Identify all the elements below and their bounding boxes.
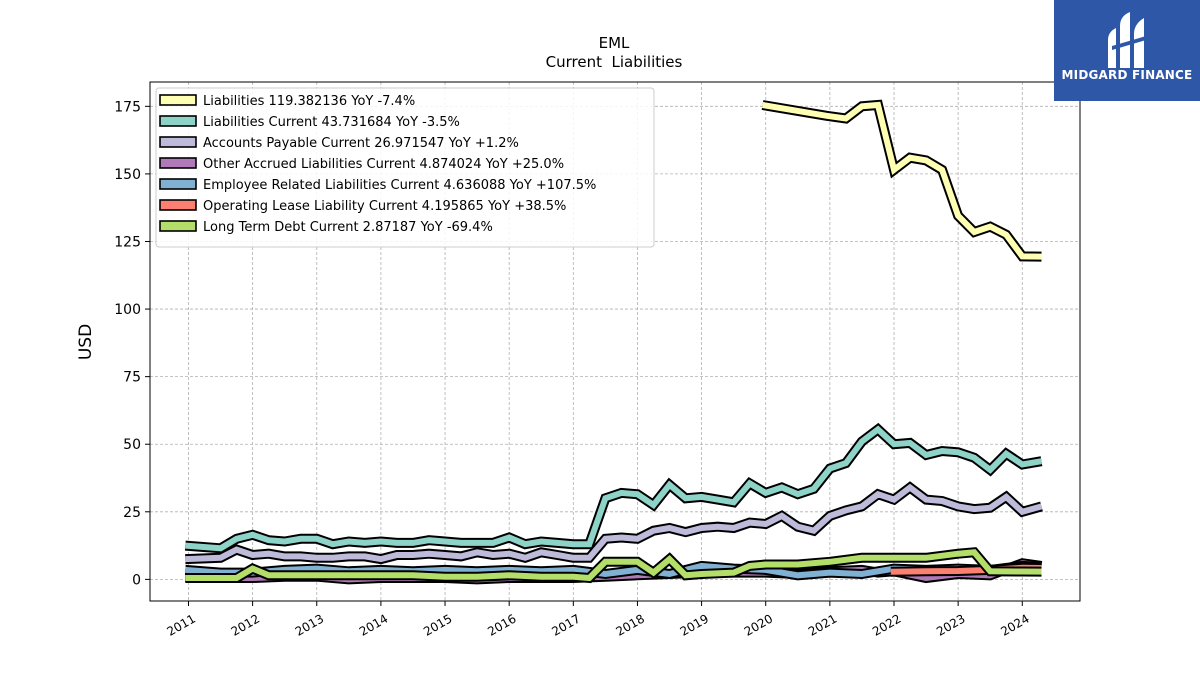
x-tick-label: 2011 <box>165 611 198 638</box>
series-line <box>762 101 1042 260</box>
y-tick-label: 150 <box>114 167 141 183</box>
series-long-term-debt-current <box>185 547 1042 584</box>
series-accounts-payable-current <box>185 481 1043 565</box>
legend-item: Liabilities Current 43.731684 YoY -3.5% <box>159 115 460 130</box>
legend-item: Other Accrued Liabilities Current 4.8740… <box>159 157 564 172</box>
brand-logo: MIDGARD FINANCE <box>1054 0 1200 101</box>
x-tick-label: 2018 <box>613 611 646 638</box>
legend-item: Liabilities 119.382136 YoY -7.4% <box>159 94 415 109</box>
legend-swatch <box>159 157 197 169</box>
legend-label: Operating Lease Liability Current 4.1958… <box>203 199 566 214</box>
chart-title: EML <box>599 34 630 52</box>
midgard-logo-icon <box>1108 12 1146 68</box>
x-tick-label: 2017 <box>549 611 582 638</box>
legend-item: Operating Lease Liability Current 4.1958… <box>159 199 566 214</box>
series-layer <box>184 99 1043 585</box>
x-tick-label: 2019 <box>678 611 711 638</box>
series-liabilities <box>761 99 1042 262</box>
legend-swatch <box>159 115 197 127</box>
y-tick-label: 75 <box>123 370 141 386</box>
legend-item: Employee Related Liabilities Current 4.6… <box>159 178 596 193</box>
legend-swatch <box>159 136 197 148</box>
plot-frame <box>149 81 1081 602</box>
legend-item: Long Term Debt Current 2.87187 YoY -69.4… <box>159 220 493 235</box>
legend-item: Accounts Payable Current 26.971547 YoY +… <box>159 136 519 151</box>
legend-label: Liabilities Current 43.731684 YoY -3.5% <box>203 115 460 130</box>
y-tick-label: 100 <box>114 302 141 318</box>
legend-swatch <box>159 220 197 232</box>
x-tick-label: 2023 <box>934 611 967 638</box>
legend-swatch <box>159 199 197 211</box>
x-tick-label: 2012 <box>229 611 262 638</box>
series-line <box>185 483 1043 563</box>
y-tick-label: 175 <box>114 99 141 115</box>
legend-swatch <box>159 178 197 190</box>
x-tick-label: 2016 <box>485 611 518 638</box>
x-tick-label: 2020 <box>742 611 775 638</box>
x-tick-label: 2024 <box>998 611 1031 638</box>
legend-frame <box>155 87 655 248</box>
legend-swatch <box>159 94 197 106</box>
chart-subtitle: Current Liabilities <box>546 53 683 71</box>
x-tick-label: 2021 <box>806 611 839 638</box>
legend-label: Long Term Debt Current 2.87187 YoY -69.4… <box>203 220 493 235</box>
x-tick-label: 2022 <box>870 611 903 638</box>
legend-label: Liabilities 119.382136 YoY -7.4% <box>203 94 415 109</box>
x-tick-label: 2014 <box>357 611 390 638</box>
y-tick-label: 0 <box>132 572 141 588</box>
y-axis-ticks: 0 25 50 75 100 125 150 175 <box>114 99 150 588</box>
brand-name: MIDGARD FINANCE <box>1061 68 1193 82</box>
x-tick-label: 2013 <box>293 611 326 638</box>
legend-label: Other Accrued Liabilities Current 4.8740… <box>203 157 564 172</box>
y-tick-label: 50 <box>123 437 141 453</box>
legend: Liabilities 119.382136 YoY -7.4% Liabilit… <box>155 87 655 248</box>
legend-label: Employee Related Liabilities Current 4.6… <box>203 178 596 193</box>
legend-label: Accounts Payable Current 26.971547 YoY +… <box>203 136 519 151</box>
x-axis-ticks: 2011 2012 2013 2014 2015 2016 2017 2018 2019 2020… <box>165 601 1032 639</box>
series-line <box>185 549 1042 582</box>
y-tick-label: 125 <box>114 234 141 250</box>
y-tick-label: 25 <box>123 505 141 521</box>
series-line <box>185 425 1043 552</box>
series-liabilities-current <box>184 422 1043 554</box>
y-axis-label: USD <box>76 324 96 360</box>
x-tick-label: 2015 <box>421 611 454 638</box>
